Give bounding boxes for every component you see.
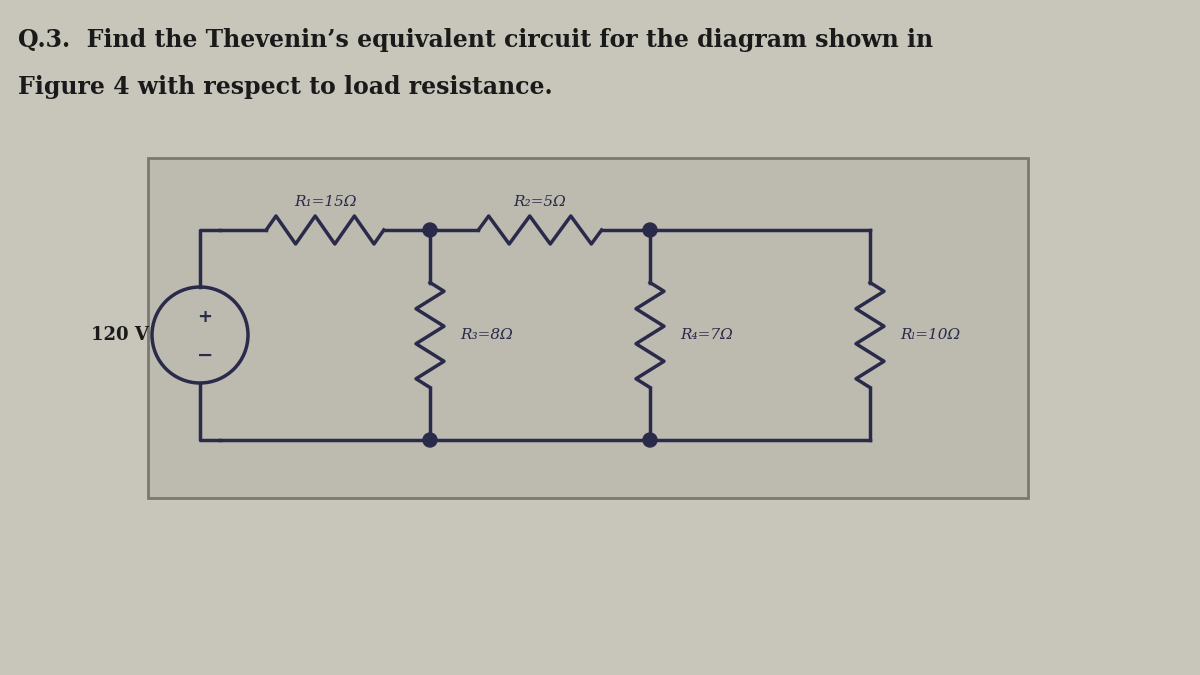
Circle shape [643,433,658,447]
Bar [148,158,1028,498]
Text: R₄=7Ω: R₄=7Ω [680,328,733,342]
Text: R₃=8Ω: R₃=8Ω [460,328,512,342]
Text: −: − [197,346,214,365]
Text: Rₗ=10Ω: Rₗ=10Ω [900,328,960,342]
Text: Figure 4 with respect to load resistance.: Figure 4 with respect to load resistance… [18,75,553,99]
Text: 120 V: 120 V [91,326,149,344]
Circle shape [424,433,437,447]
Text: +: + [198,308,212,326]
Text: Q.3.  Find the Thevenin’s equivalent circuit for the diagram shown in: Q.3. Find the Thevenin’s equivalent circ… [18,28,934,52]
Text: R₂=5Ω: R₂=5Ω [514,195,566,209]
Circle shape [643,223,658,237]
Circle shape [424,223,437,237]
Text: R₁=15Ω: R₁=15Ω [294,195,356,209]
